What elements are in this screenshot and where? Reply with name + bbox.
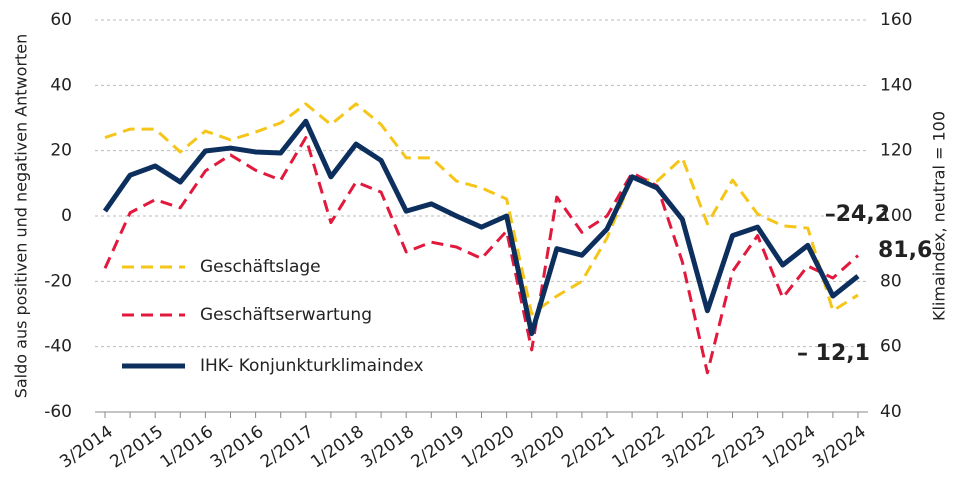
x-tick-label: 2/2019 bbox=[408, 422, 468, 473]
x-tick-label: 2/2015 bbox=[106, 422, 166, 473]
x-tick-label: 1/2020 bbox=[458, 422, 518, 473]
y2-tick-label: 140 bbox=[880, 75, 912, 95]
x-tick-label: 1/2018 bbox=[307, 422, 367, 473]
legend-label: IHK- Konjunkturklimaindex bbox=[200, 356, 424, 376]
legend-label: Geschäftserwartung bbox=[200, 305, 372, 325]
y2-tick-label: 160 bbox=[880, 10, 912, 30]
value-label: – 12,1 bbox=[797, 341, 870, 366]
series-line bbox=[102, 118, 860, 337]
value-label: 81,6 bbox=[878, 238, 932, 263]
y-tick-label: -40 bbox=[44, 337, 72, 357]
y2-tick-label: 120 bbox=[880, 141, 912, 161]
x-tick-label: 3/2020 bbox=[508, 422, 568, 473]
y2-tick-label: 80 bbox=[880, 271, 902, 291]
x-tick-label: 3/2018 bbox=[357, 422, 417, 473]
y2-tick-label: 100 bbox=[880, 206, 912, 226]
y2-tick-label: 60 bbox=[880, 337, 902, 357]
y2-tick-label: 40 bbox=[880, 402, 902, 422]
y-tick-label: -60 bbox=[44, 402, 72, 422]
y-tick-label: 20 bbox=[50, 141, 72, 161]
legend-label: Geschäftslage bbox=[200, 257, 321, 277]
x-tick-label: 3/2014 bbox=[56, 422, 116, 473]
y-tick-label: -20 bbox=[44, 271, 72, 291]
y2-axis-label: Klimaindex, neutral = 100 bbox=[930, 111, 949, 321]
y-axis-label: Saldo aus positiven und negativen Antwor… bbox=[12, 34, 31, 399]
y-tick-label: 60 bbox=[50, 10, 72, 30]
series-line bbox=[103, 136, 860, 375]
x-tick-label: 1/2016 bbox=[157, 422, 217, 473]
series-line bbox=[104, 102, 859, 316]
x-tick-label: 1/2022 bbox=[608, 422, 668, 473]
value-label: –24,2 bbox=[825, 202, 890, 227]
x-tick-label: 3/2016 bbox=[207, 422, 267, 473]
x-tick-label: 3/2024 bbox=[809, 422, 869, 473]
x-tick-label: 2/2023 bbox=[709, 422, 769, 473]
y-tick-label: 40 bbox=[50, 75, 72, 95]
x-tick-label: 3/2022 bbox=[659, 422, 719, 473]
x-tick-label: 1/2024 bbox=[759, 422, 819, 473]
x-tick-label: 2/2021 bbox=[558, 422, 618, 473]
y-tick-label: 0 bbox=[61, 206, 72, 226]
x-tick-label: 2/2017 bbox=[257, 422, 317, 473]
